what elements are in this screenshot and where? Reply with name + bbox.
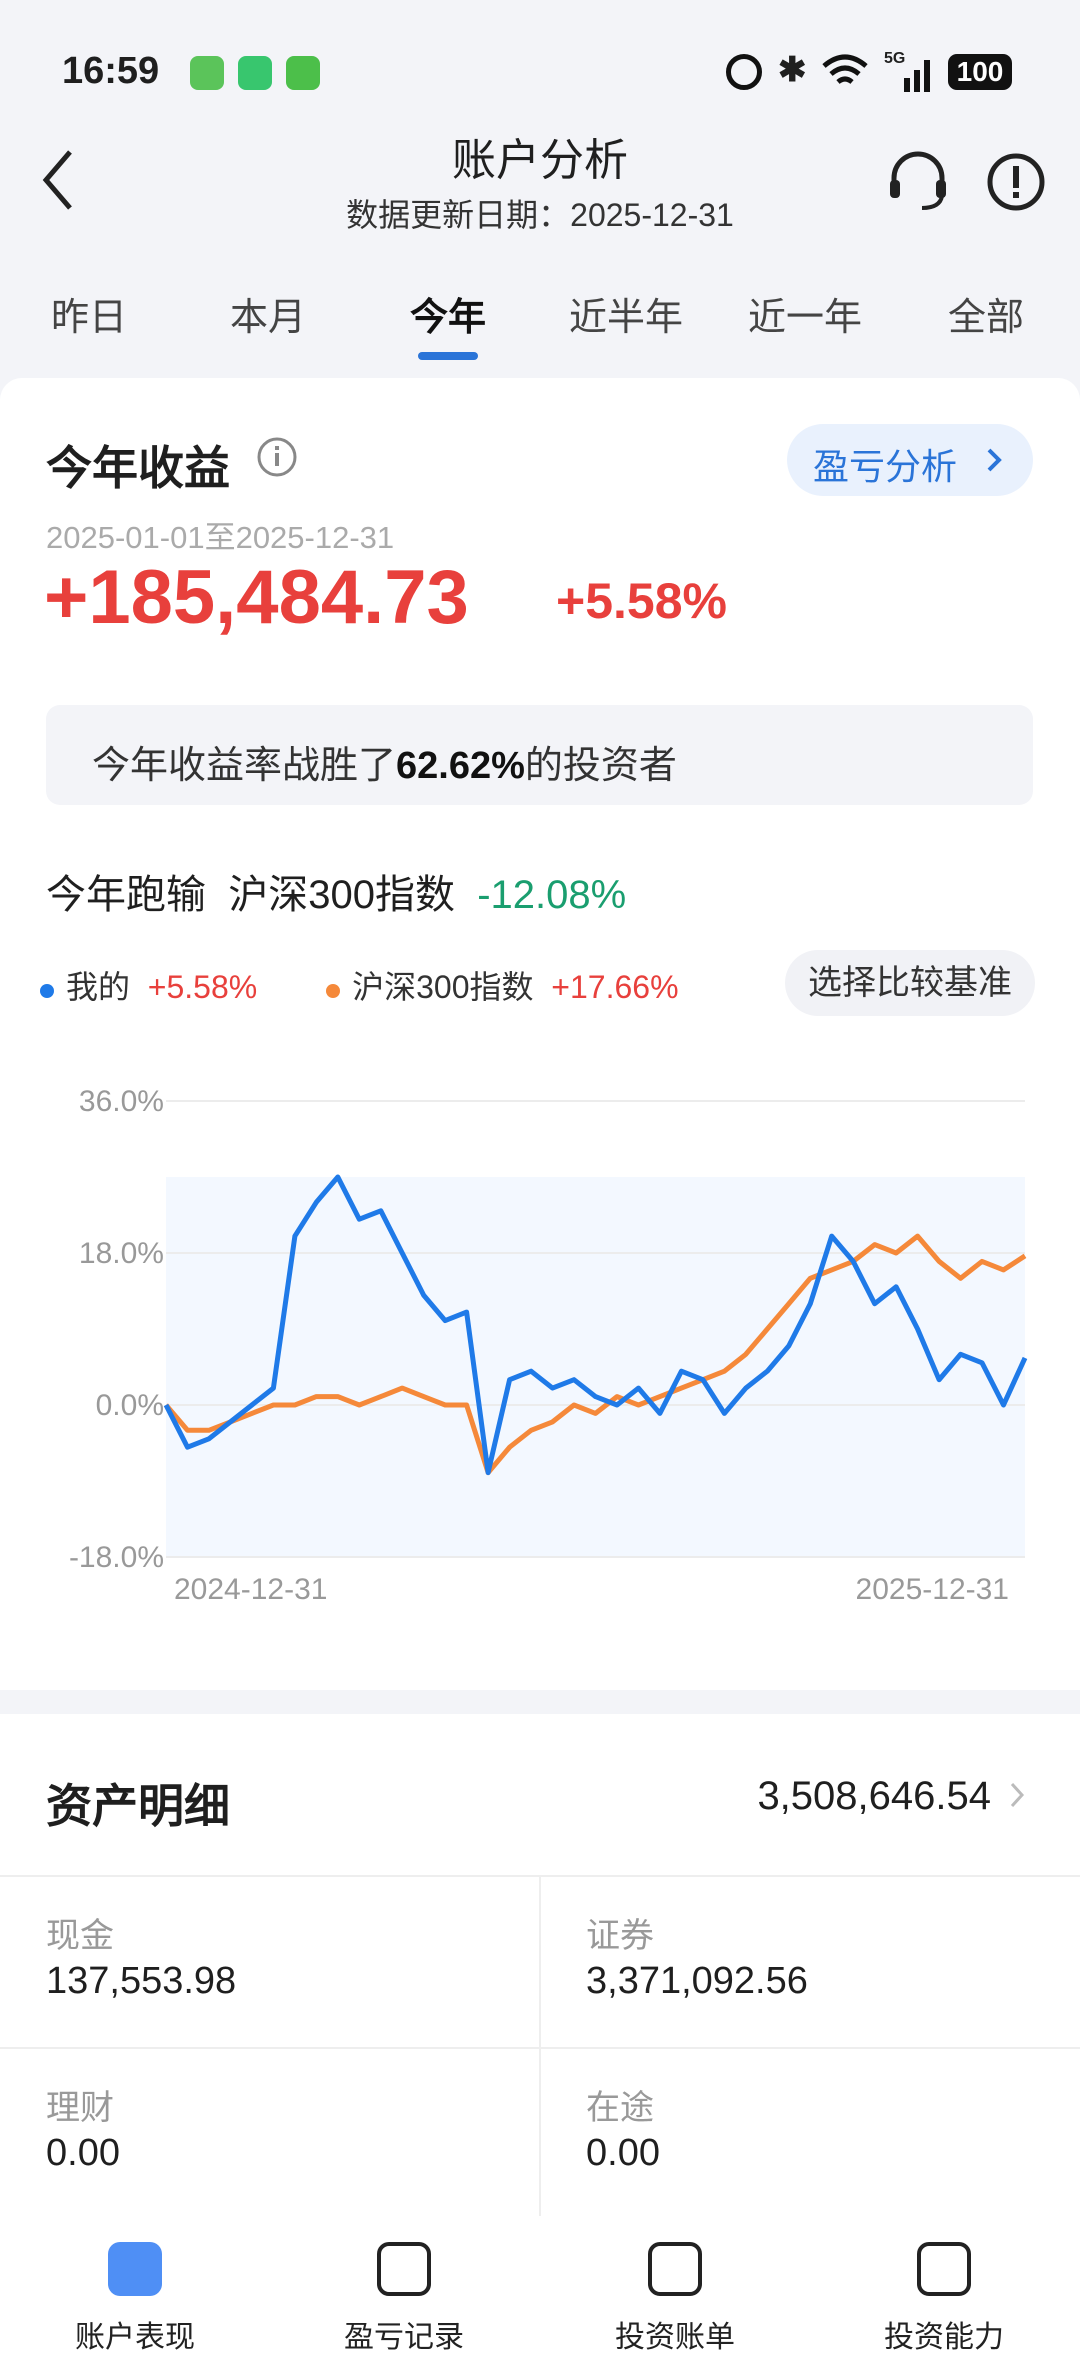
time: 16:59	[62, 50, 160, 92]
app-icon	[286, 56, 320, 90]
legend-label: 我的	[66, 969, 131, 1005]
nav-label[interactable]: 投资账单	[615, 2321, 735, 2354]
info-icon[interactable]	[256, 436, 298, 478]
beat-box	[46, 705, 1033, 805]
asset-value: 0.00	[586, 2132, 660, 2174]
compare-label: 今年跑输	[46, 873, 206, 917]
legend-value: +5.58%	[147, 969, 258, 1005]
tab[interactable]: 昨日	[50, 297, 127, 339]
legend-dot	[326, 984, 341, 998]
bluetooth-icon: ✱	[778, 51, 807, 89]
y-tick-label: -18.0%	[69, 1541, 164, 1574]
app-icon	[238, 56, 272, 90]
bottom-nav	[0, 2216, 1080, 2372]
asset-value: 3,371,092.56	[586, 1960, 808, 2002]
nav-label[interactable]: 账户表现	[75, 2321, 195, 2354]
beat-value: 62.62%	[396, 745, 525, 787]
x-tick-label: 2025-12-31	[856, 1573, 1009, 1606]
beat-prefix: 今年收益率战胜了	[92, 745, 397, 787]
beat-suffix: 的投资者	[524, 745, 677, 787]
y-tick-label: 18.0%	[79, 1237, 164, 1270]
nav-label[interactable]: 投资能力	[884, 2321, 1004, 2354]
compare-diff: -12.08%	[477, 873, 627, 917]
profit-rate: +5.58%	[556, 573, 727, 629]
compare-benchmark: 沪深300指数	[228, 873, 455, 917]
legend-label: 沪深300指数	[352, 969, 534, 1005]
series-line	[163, 1174, 1028, 1476]
section-title: 今年收益	[46, 442, 230, 494]
button-label: 盈亏分析	[813, 446, 958, 487]
tab[interactable]: 近一年	[747, 297, 862, 339]
x-tick-label: 2024-12-31	[174, 1573, 327, 1606]
signal-icon	[904, 60, 930, 92]
chart: -18.0% 0.0% 18.0% 36.0% 2024-12-31 2025-12-31	[69, 1085, 1028, 1606]
network: 5G	[884, 50, 906, 67]
wifi-icon	[822, 54, 868, 84]
date-range: 2025-01-01至2025-12-31	[46, 520, 395, 555]
nav-icon[interactable]	[917, 2242, 971, 2296]
benchmark-button[interactable]: 选择比较基准	[785, 950, 1035, 1016]
tab[interactable]: 近半年	[568, 297, 683, 339]
y-tick-label: 0.0%	[96, 1389, 164, 1422]
nav-icon[interactable]	[108, 2242, 162, 2296]
series-line	[164, 1233, 1027, 1476]
assets-total: 3,508,646.54	[757, 1774, 991, 1818]
legend: 我的 +5.58% 沪深300指数 +17.66%	[40, 962, 679, 1008]
service-icon[interactable]	[886, 150, 950, 214]
tab[interactable]: 全部	[947, 297, 1024, 339]
app-icon	[190, 56, 224, 90]
profit-amount: +185,484.73	[44, 555, 469, 640]
back-button[interactable]	[40, 148, 76, 212]
legend-value: +17.66%	[551, 969, 679, 1005]
nav-icon[interactable]	[377, 2242, 431, 2296]
chevron	[987, 448, 1002, 472]
nav-icon[interactable]	[648, 2242, 702, 2296]
tab[interactable]: 本月	[229, 297, 306, 339]
tab[interactable]: 今年	[409, 297, 486, 339]
beat-text: 今年收益率战胜了62.62%的投资者	[92, 734, 677, 789]
battery: 100	[948, 54, 1012, 90]
info-icon[interactable]	[986, 152, 1046, 212]
compare-text: 今年跑输 沪深300指数 -12.08%	[46, 862, 626, 920]
section-title: 资产明细	[46, 1780, 230, 1832]
alarm-icon	[726, 54, 762, 90]
asset-label: 理财	[46, 2089, 114, 2127]
asset-value: 137,553.98	[46, 1960, 237, 2002]
divider	[539, 1876, 541, 2216]
asset-label: 证券	[586, 1917, 654, 1955]
asset-value: 0.00	[46, 2132, 120, 2174]
asset-label: 现金	[46, 1917, 114, 1955]
page-title: 账户分析	[452, 136, 628, 185]
chevron[interactable]	[1008, 1780, 1028, 1810]
update-date: 数据更新日期：2025-12-31	[346, 197, 734, 233]
nav-label[interactable]: 盈亏记录	[344, 2321, 464, 2354]
plot-background	[166, 1177, 1025, 1557]
legend-dot	[40, 984, 54, 998]
tab-indicator	[418, 352, 478, 360]
y-tick-label: 36.0%	[79, 1085, 164, 1118]
asset-label: 在途	[586, 2089, 654, 2127]
profit-analysis-button[interactable]	[787, 424, 1033, 496]
